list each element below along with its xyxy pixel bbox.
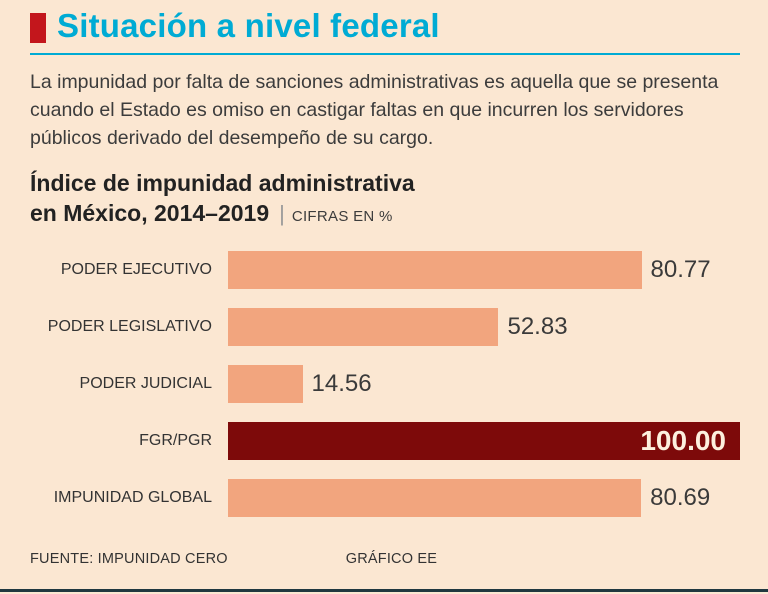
intro-text: La impunidad por falta de sanciones admi… [30,71,719,150]
bar-row: PODER EJECUTIVO 80.77 [30,250,740,289]
bar-row: FGR/PGR 100.00 [30,421,740,460]
bar-value: 80.69 [650,483,711,511]
units-separator: | [279,200,285,226]
bar-category-label: FGR/PGR [139,431,212,449]
bar [228,250,642,289]
title-bullet-icon [30,13,46,43]
title-row: Situación a nivel federal [30,7,740,44]
bar-chart: PODER EJECUTIVO 80.77 PODER LEGISLATIVO 52.… [30,250,740,517]
bar-category-label: PODER LEGISLATIVO [47,317,212,335]
bar-highlight: 100.00 [228,421,740,460]
bar-track: 14.56 [228,364,740,403]
bar-value: 52.83 [507,312,568,340]
bar-track: 80.77 [228,250,740,289]
bar-row: PODER LEGISLATIVO 52.83 [30,307,740,346]
footer: FUENTE: IMPUNIDAD CERO GRÁFICO EE [30,551,740,567]
bar [228,478,642,517]
bottom-border [0,589,768,592]
chart-title: Índice de impunidad administrativa en Mé… [30,169,740,229]
bar-value: 100.00 [640,424,726,456]
title-rule [30,53,740,56]
bar-category-label: PODER EJECUTIVO [60,260,212,278]
bar-track: 52.83 [228,307,740,346]
bar-value: 14.56 [311,369,372,397]
page-title: Situación a nivel federal [57,7,440,44]
bar-category-label: PODER JUDICIAL [79,374,212,392]
chart-title-line2: en México, 2014–2019 | CIFRAS EN % [30,199,740,229]
chart-units-label: CIFRAS EN % [291,207,393,225]
chart-title-line1: Índice de impunidad administrativa [30,169,415,196]
bar [228,364,303,403]
bar-track: 80.69 [228,478,740,517]
credit-text: GRÁFICO EE [345,550,438,567]
chart-title-period: en México, 2014–2019 [30,199,270,226]
bar-value: 80.77 [650,255,711,283]
bar-category-label: IMPUNIDAD GLOBAL [53,488,212,506]
bar-row: IMPUNIDAD GLOBAL 80.69 [30,478,740,517]
bar-track: 100.00 [228,421,740,460]
bar [228,307,499,346]
source-text: FUENTE: IMPUNIDAD CERO [30,550,228,567]
bar-row: PODER JUDICIAL 14.56 [30,364,740,403]
header: Situación a nivel federal [30,7,740,56]
